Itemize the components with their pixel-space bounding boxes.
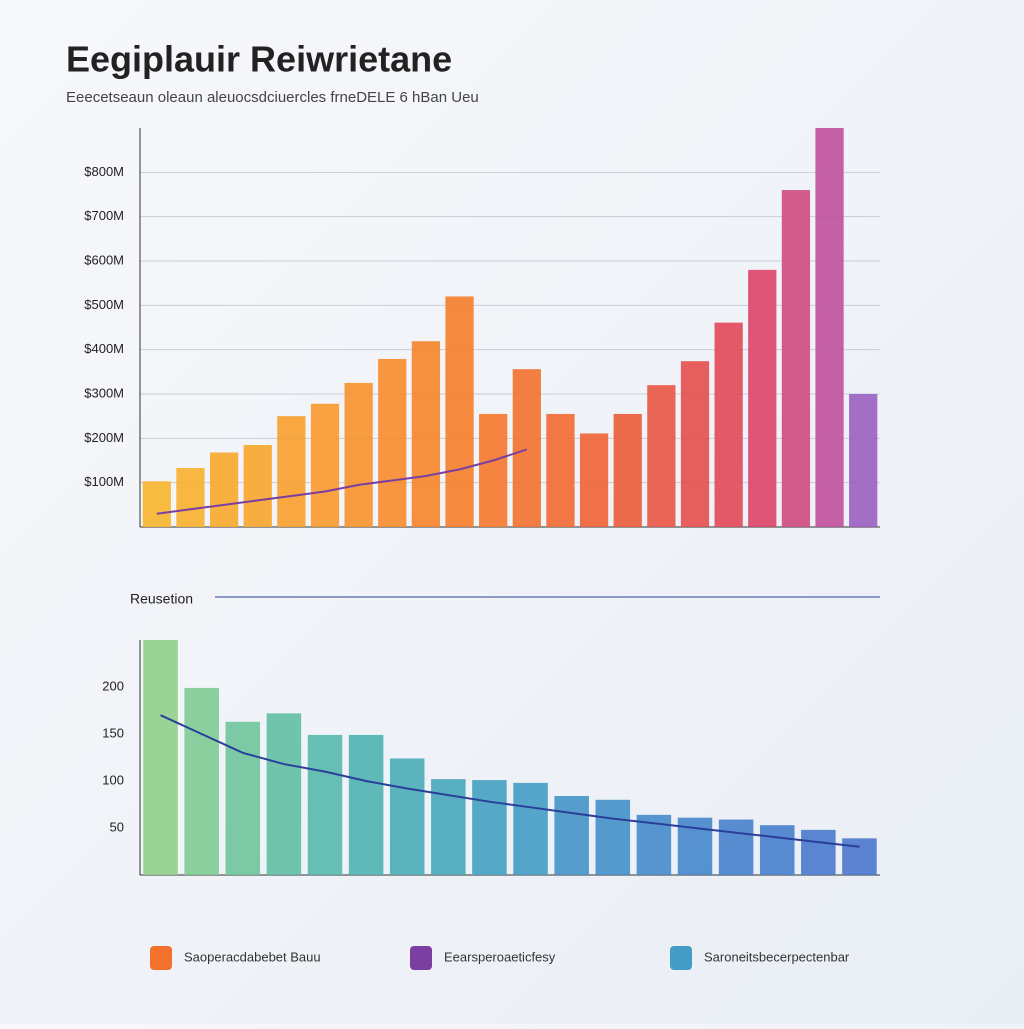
y-tick-label: $300M [84, 385, 124, 400]
bar [595, 799, 631, 875]
subtitle: Eeecetseaun oleaun aleuocsdciuercles frn… [66, 89, 479, 106]
legend-swatch [410, 946, 432, 970]
y-tick-label: $500M [84, 297, 124, 312]
bar [266, 713, 302, 875]
bar [378, 358, 407, 527]
bar [718, 819, 754, 875]
bar [389, 758, 425, 875]
bar [513, 782, 548, 875]
bar [445, 296, 474, 527]
bar [781, 190, 811, 528]
bar [680, 361, 710, 527]
title: Eegiplauir Reiwrietane [66, 39, 452, 80]
bar [277, 416, 306, 527]
legend-swatch [150, 946, 172, 970]
bar [512, 369, 541, 527]
bar [348, 734, 384, 875]
bar [714, 322, 743, 527]
bar [479, 413, 508, 527]
legend-label: Saroneitsbecerpectenbar [704, 949, 850, 964]
bar [310, 403, 340, 527]
legend-label: Eearsperoaeticfesy [444, 949, 556, 964]
bar [554, 796, 589, 875]
line [156, 448, 528, 515]
bar [243, 444, 272, 527]
bar [748, 269, 777, 527]
bar [579, 433, 609, 527]
bar [815, 128, 844, 527]
y-tick-label: 200 [102, 678, 124, 693]
bar [307, 734, 343, 875]
y-tick-label: $100M [84, 474, 124, 489]
bar [225, 721, 261, 875]
bar [411, 341, 441, 527]
bar [801, 829, 836, 875]
y-tick-label: $800M [84, 164, 124, 179]
legend-label: Saoperacdabebet Bauu [184, 949, 321, 964]
legend-label: Reusetion [130, 591, 193, 607]
bar [184, 687, 219, 875]
y-tick-label: $600M [84, 252, 124, 267]
y-tick-label: 50 [110, 819, 124, 834]
y-tick-label: $700M [84, 208, 124, 223]
y-tick-label: 150 [102, 725, 124, 740]
bar [546, 413, 575, 527]
y-tick-label: $200M [84, 430, 124, 445]
bar [176, 468, 205, 527]
line [160, 714, 860, 848]
bar [759, 825, 795, 875]
bar [472, 780, 507, 875]
legend-swatch [670, 946, 692, 970]
bar [142, 481, 171, 527]
y-tick-label: $400M [84, 341, 124, 356]
bar [613, 413, 642, 527]
bar [143, 640, 178, 875]
bar [842, 838, 877, 875]
bar [849, 394, 878, 527]
y-tick-label: 100 [102, 772, 124, 787]
bar [344, 382, 373, 527]
bar [647, 385, 676, 527]
bar [209, 452, 239, 527]
